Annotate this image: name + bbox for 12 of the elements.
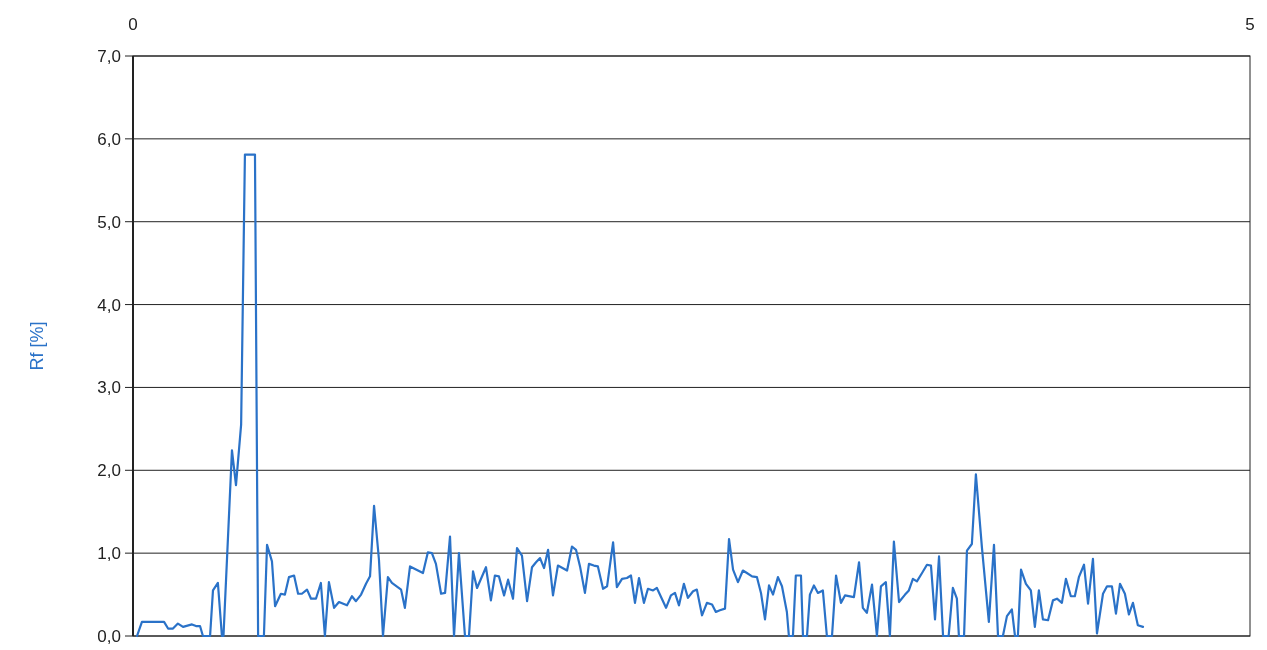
y-tick-label: 6,0: [97, 129, 121, 149]
y-tick-label: 3,0: [97, 378, 121, 398]
y-tick-label: 2,0: [97, 461, 121, 481]
y-tick-label: 5,0: [97, 212, 121, 232]
y-tick-label: 4,0: [97, 295, 121, 315]
y-tick-label: 0,0: [97, 626, 121, 646]
x-tick-label: 0: [128, 15, 138, 34]
line-series: [135, 153, 1145, 638]
y-axis-title: Rf [%]: [27, 321, 47, 371]
x-tick-label: 5: [1245, 15, 1255, 34]
y-tick-label: 1,0: [97, 544, 121, 564]
y-tick-label: 7,0: [97, 46, 121, 66]
